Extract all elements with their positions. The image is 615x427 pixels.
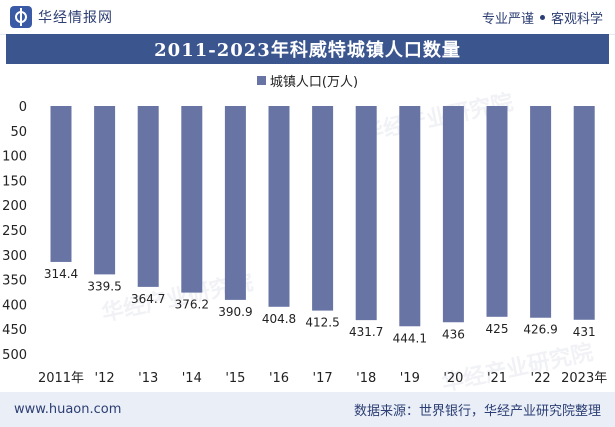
bar-value-label: 339.5 (87, 279, 121, 293)
x-tick-label: 2023年 (561, 371, 607, 386)
dot-icon (539, 14, 545, 20)
bar (224, 106, 246, 300)
footer: www.huaon.com 数据来源：世界银行，华经产业研究院整理 (0, 392, 615, 427)
y-tick-label: 150 (2, 174, 27, 189)
footer-url[interactable]: www.huaon.com (14, 402, 122, 417)
x-axis: 2011年 '12 '13 '14 '15 '16 '17 '18 '19 '20 '21 '22 20… (38, 371, 607, 386)
bars-group (50, 106, 595, 327)
bar (530, 106, 552, 318)
y-tick-label: 400 (2, 298, 27, 313)
legend-label: 城镇人口(万人) (269, 74, 359, 90)
footer-source: 数据来源：世界银行，华经产业研究院整理 (353, 404, 601, 419)
logo-icon (10, 6, 32, 28)
y-axis: 0 50 100 150 200 250 300 350 400 450 500 (2, 100, 27, 363)
x-tick-label: 2011年 (38, 371, 84, 386)
bar (399, 106, 421, 327)
y-tick-label: 500 (2, 348, 27, 363)
y-tick-label: 0 (19, 100, 27, 115)
bar (355, 106, 377, 321)
bar-value-label: 431 (573, 325, 596, 339)
bar-value-label: 412.5 (305, 316, 339, 330)
bar (312, 106, 334, 311)
tagline-left: 专业严谨 (481, 11, 534, 27)
tagline: 专业严谨 客观科学 (482, 8, 603, 27)
y-tick-label: 50 (10, 125, 27, 140)
x-tick-label: '17 (313, 371, 333, 386)
y-tick-label: 300 (2, 249, 27, 264)
x-tick-label: '21 (487, 371, 507, 386)
bar-value-label: 364.7 (131, 292, 165, 306)
chart-title-bar: 2011-2023年科威特城镇人口数量 (6, 34, 609, 64)
bar (442, 106, 464, 323)
legend: 城镇人口(万人) (0, 70, 615, 90)
brand-name: 华经情报网 (38, 10, 113, 26)
bar (137, 106, 159, 287)
bar-value-label: 425 (486, 322, 509, 336)
bar-value-label: 376.2 (175, 298, 209, 312)
bar (50, 106, 72, 262)
x-tick-label: '12 (95, 371, 115, 386)
bar-value-label: 444.1 (393, 331, 427, 345)
x-tick-label: '16 (269, 371, 289, 386)
y-tick-label: 100 (2, 150, 27, 165)
bar (94, 106, 116, 275)
y-tick-label: 350 (2, 274, 27, 289)
x-tick-label: '15 (225, 371, 245, 386)
y-tick-label: 450 (2, 323, 27, 338)
x-tick-label: '18 (356, 371, 376, 386)
y-tick-label: 200 (2, 199, 27, 214)
bar-value-label: 314.4 (44, 267, 78, 281)
bar (181, 106, 203, 293)
value-labels-group: 314.4 339.5 364.7 376.2 390.9 404.8 412.5 431.7… (44, 267, 596, 345)
x-tick-label: '14 (182, 371, 202, 386)
bar-value-label: 404.8 (262, 312, 296, 326)
bar (486, 106, 508, 317)
y-tick-label: 250 (2, 224, 27, 239)
x-tick-label: '13 (138, 371, 158, 386)
tagline-right: 客观科学 (550, 11, 603, 27)
bar (573, 106, 595, 320)
x-tick-label: '19 (400, 371, 420, 386)
brand[interactable]: 华经情报网 (10, 6, 113, 28)
x-tick-label: '20 (443, 371, 463, 386)
bar (268, 106, 290, 307)
legend-swatch (256, 75, 266, 85)
chart-title: 2011-2023年科威特城镇人口数量 (154, 40, 461, 61)
bar-value-label: 436 (442, 327, 465, 341)
x-tick-label: '22 (531, 371, 551, 386)
bar-value-label: 426.9 (523, 323, 557, 337)
bar-value-label: 431.7 (349, 325, 383, 339)
bar-value-label: 390.9 (218, 305, 252, 319)
